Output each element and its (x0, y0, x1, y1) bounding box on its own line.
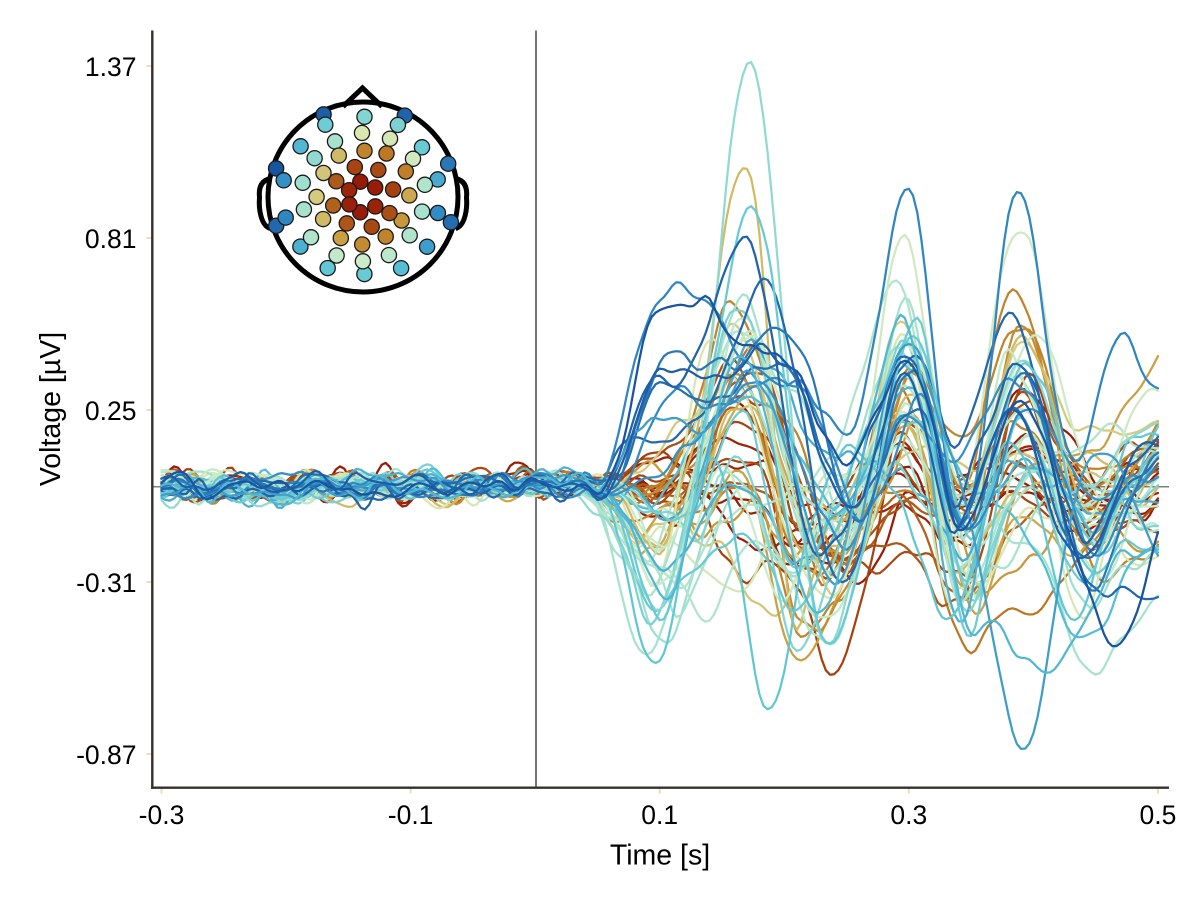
svg-text:1.37: 1.37 (85, 52, 137, 82)
svg-text:-0.31: -0.31 (76, 568, 136, 598)
svg-text:0.25: 0.25 (85, 396, 137, 426)
svg-text:Time [s]: Time [s] (610, 840, 710, 872)
svg-text:Voltage [µV]: Voltage [µV] (35, 332, 67, 486)
svg-text:0.1: 0.1 (641, 800, 678, 830)
svg-text:-0.1: -0.1 (388, 800, 434, 830)
svg-text:0.3: 0.3 (890, 800, 927, 830)
svg-text:0.81: 0.81 (85, 224, 137, 254)
svg-text:0.5: 0.5 (1139, 800, 1176, 830)
svg-text:-0.3: -0.3 (139, 800, 185, 830)
svg-text:-0.87: -0.87 (76, 740, 136, 770)
